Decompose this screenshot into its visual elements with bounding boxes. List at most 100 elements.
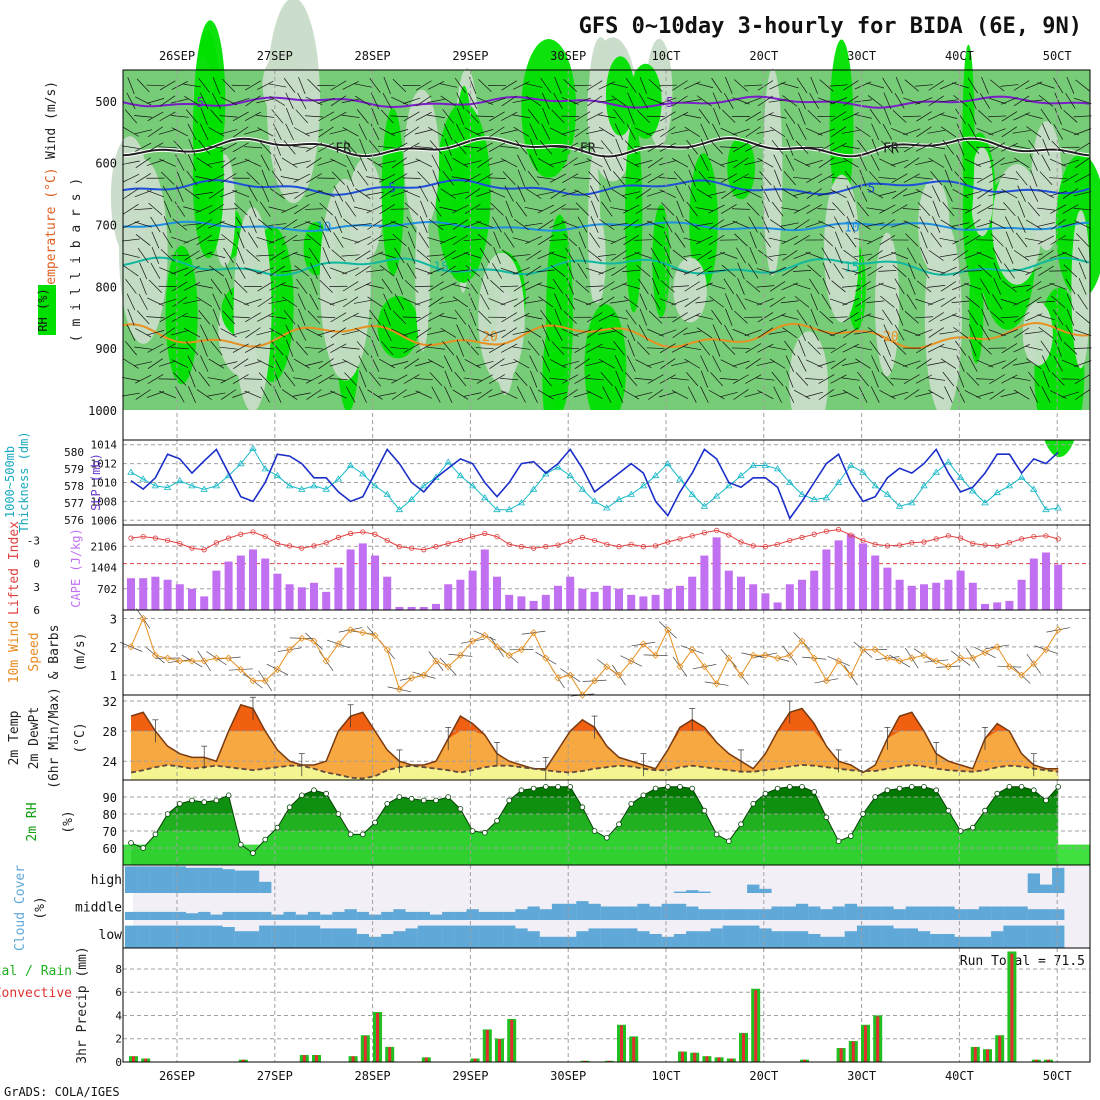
wind-barb bbox=[969, 107, 977, 125]
wind-barb bbox=[745, 358, 761, 369]
wind-barb bbox=[1005, 247, 1014, 264]
wind-barb bbox=[305, 129, 323, 135]
wind-barb bbox=[200, 107, 208, 125]
wind-barb bbox=[757, 327, 774, 339]
rh-point bbox=[1006, 783, 1013, 790]
wind-barb bbox=[318, 374, 335, 384]
contour-label: 10 bbox=[844, 220, 860, 235]
wind-barb bbox=[171, 359, 189, 368]
wind-barb bbox=[660, 280, 675, 293]
wind-barb bbox=[988, 329, 1006, 337]
wind-barb bbox=[359, 138, 367, 156]
ylabel-cloud-unit: (%) bbox=[33, 896, 48, 919]
wind-barb bbox=[611, 265, 627, 277]
wind-barb bbox=[281, 204, 298, 214]
wind-speed-point bbox=[944, 663, 952, 671]
wind-barb bbox=[317, 316, 336, 318]
wind-barb bbox=[927, 268, 946, 274]
wind-barb bbox=[976, 391, 994, 398]
wind-barb bbox=[1036, 300, 1056, 303]
wind-barb bbox=[951, 222, 970, 227]
wind-barb bbox=[561, 190, 579, 197]
wind-barb bbox=[1062, 188, 1079, 200]
wind-barb bbox=[1073, 207, 1092, 211]
wind-barb bbox=[798, 107, 806, 125]
wind-barb bbox=[733, 389, 749, 400]
wind-barb bbox=[232, 159, 250, 166]
wind-barb bbox=[597, 114, 616, 119]
wind-barb bbox=[671, 377, 689, 381]
wind-barb bbox=[415, 360, 433, 367]
wind-barb bbox=[1027, 201, 1040, 217]
rh-patch bbox=[415, 200, 430, 352]
wind-barb bbox=[548, 239, 568, 241]
wind-barb bbox=[419, 216, 428, 233]
wind-speed-point bbox=[383, 646, 391, 654]
ylabel-2m-dewpt: 2m DewPt bbox=[27, 707, 42, 770]
wind-barb bbox=[956, 355, 965, 372]
li-point bbox=[311, 543, 317, 549]
wind-barb bbox=[271, 170, 284, 186]
precip-convective-bar bbox=[851, 1041, 855, 1062]
wind-barb bbox=[317, 159, 335, 166]
thickness-point bbox=[285, 482, 294, 489]
wind-barb bbox=[906, 294, 917, 310]
cloud-high-bar bbox=[1052, 867, 1065, 893]
wind-barb bbox=[552, 278, 564, 295]
wind-barb bbox=[613, 108, 625, 124]
wind-barb bbox=[635, 188, 652, 199]
wind-barb bbox=[187, 123, 197, 141]
wind-barb bbox=[212, 308, 220, 326]
wind-barb bbox=[195, 191, 214, 196]
wind-barb bbox=[232, 343, 249, 353]
cloud-low-bar bbox=[490, 925, 504, 948]
cloud-middle-bar bbox=[271, 914, 284, 920]
wind-barb bbox=[306, 157, 322, 169]
wind-barb bbox=[341, 346, 360, 350]
wind-barb bbox=[708, 204, 725, 214]
top-date-label: 27SEP bbox=[257, 49, 293, 63]
wind-barb bbox=[135, 389, 151, 400]
thickness-point bbox=[468, 482, 477, 489]
wind-barb bbox=[1012, 284, 1031, 288]
wind-barb bbox=[599, 296, 615, 308]
wind-speed-point bbox=[908, 654, 916, 662]
li-point bbox=[945, 533, 952, 539]
wind-barb bbox=[467, 278, 479, 294]
wind-barb bbox=[196, 296, 212, 307]
wind-barb bbox=[1015, 232, 1028, 248]
wind-barb bbox=[964, 252, 982, 259]
wind-barb bbox=[927, 129, 946, 134]
cloud-high-bar bbox=[210, 867, 223, 893]
wind-barb bbox=[966, 372, 980, 386]
ylabel-minmax: (6hr Min/Max) bbox=[47, 687, 62, 789]
wind-barb bbox=[391, 374, 408, 384]
wind-barb bbox=[342, 312, 359, 322]
cloud-low-bar bbox=[905, 928, 918, 948]
cloud-middle-bar bbox=[539, 909, 552, 920]
wind-barb bbox=[245, 95, 261, 107]
rh-patch bbox=[875, 232, 900, 377]
rh-patch bbox=[584, 304, 627, 428]
cape-bar bbox=[895, 579, 904, 610]
wind-barb bbox=[964, 204, 981, 214]
wind-barb bbox=[1025, 219, 1042, 230]
wind-barb bbox=[477, 233, 492, 247]
contour-label: FR bbox=[883, 141, 899, 156]
wind-barb bbox=[725, 76, 733, 94]
wind-barb bbox=[783, 171, 796, 186]
wind-barb bbox=[963, 177, 982, 180]
wind-barb bbox=[780, 222, 799, 227]
wind-barb bbox=[817, 97, 835, 105]
wind-barb bbox=[672, 95, 688, 107]
cloud-middle-bar bbox=[173, 911, 186, 920]
wind-barb bbox=[890, 391, 909, 398]
wind-barb bbox=[614, 355, 624, 372]
cape-bar bbox=[175, 584, 184, 610]
wind-barb bbox=[769, 281, 786, 292]
wind-barb bbox=[329, 267, 347, 275]
wind-barb bbox=[830, 126, 847, 138]
rh-point bbox=[494, 817, 500, 824]
li-point bbox=[177, 540, 183, 547]
